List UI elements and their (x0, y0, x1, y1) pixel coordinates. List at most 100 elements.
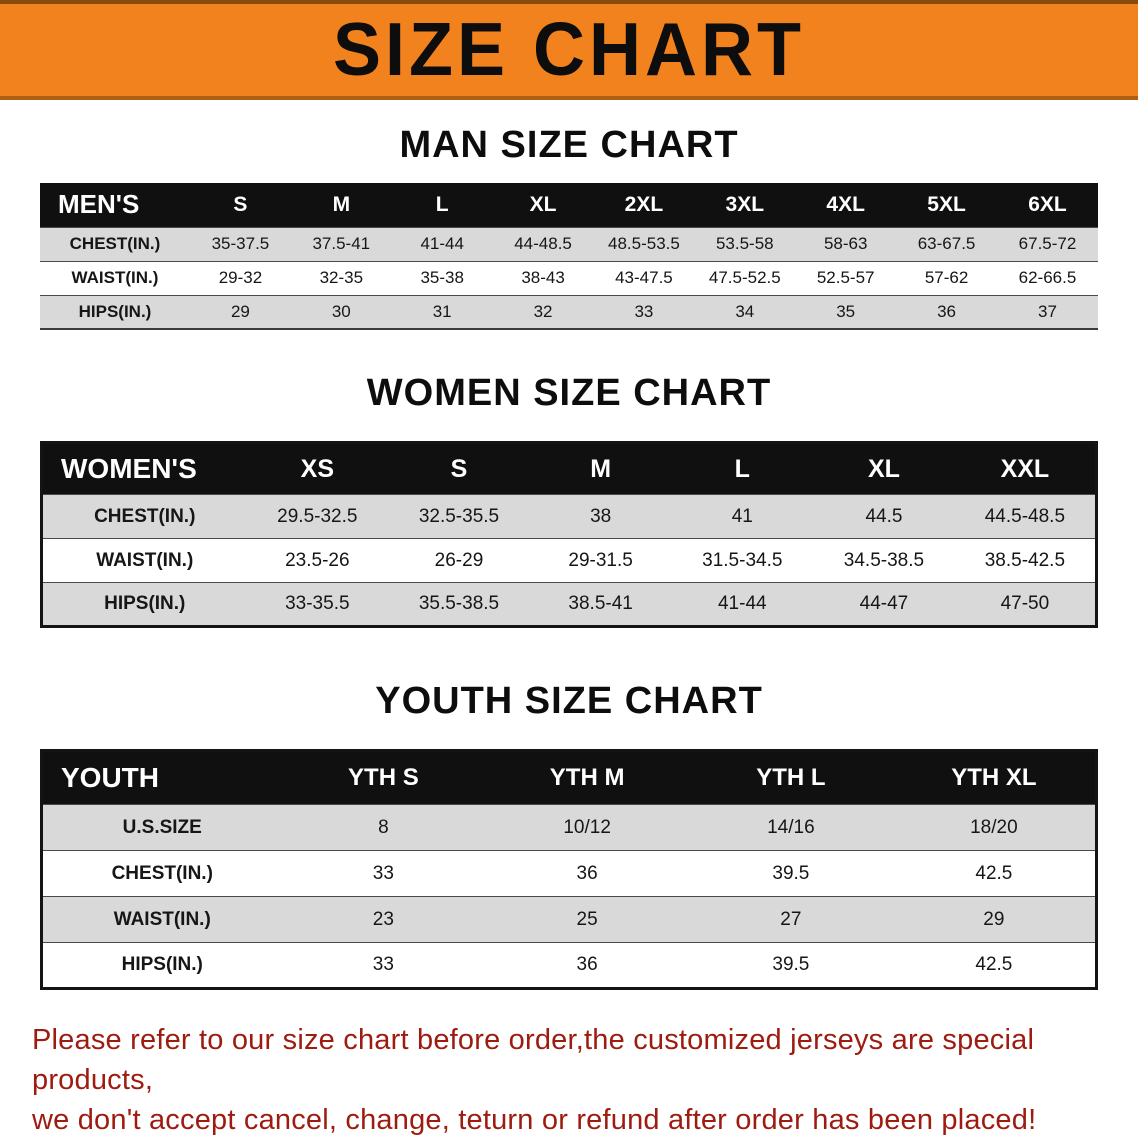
youth-row-label: U.S.SIZE (122, 816, 202, 838)
youth-size-value: 18/20 (970, 816, 1018, 838)
banner: SIZE CHART (0, 0, 1138, 100)
men-size-value: 37.5-41 (312, 234, 371, 253)
women-column-header: XXL (954, 442, 1097, 495)
youth-section-heading: YOUTH SIZE CHART (375, 680, 763, 722)
women-size-value: 31.5-34.5 (702, 549, 783, 571)
youth-size-value: 33 (372, 954, 394, 975)
youth-row-label: HIPS(IN.) (121, 954, 203, 975)
youth-table-row: CHEST(IN.) 33 36 39.5 42.5 (41, 850, 1097, 897)
women-size-value: 26-29 (434, 549, 484, 571)
men-corner-label: MEN'S (40, 183, 190, 227)
women-column-header: XS (246, 442, 389, 495)
women-table-row: WAIST(IN.) 23.5-26 26-29 29-31.5 31.5-34.5 34… (41, 538, 1097, 583)
men-size-value: 57-62 (924, 268, 969, 287)
men-size-value: 37 (1038, 301, 1057, 321)
men-size-value: 44-48.5 (514, 234, 572, 253)
women-size-value: 44.5-48.5 (984, 505, 1066, 527)
youth-size-value: 27 (780, 908, 802, 930)
youth-column-header: YTH S (281, 750, 486, 805)
women-size-value: 33-35.5 (285, 593, 350, 614)
men-column-header: M (290, 183, 392, 227)
men-size-value: 41-44 (420, 234, 464, 253)
men-column-header: S (190, 183, 291, 227)
youth-size-value: 29 (983, 908, 1005, 930)
youth-size-value: 39.5 (772, 954, 810, 975)
women-size-value: 38.5-41 (568, 593, 633, 614)
men-size-value: 53.5-58 (715, 234, 774, 253)
men-size-value: 30 (331, 301, 351, 321)
women-header-row: WOMEN'S XS S M L XL XXL (41, 442, 1097, 495)
youth-size-value: 23 (372, 908, 394, 930)
women-size-value: 41-44 (717, 593, 767, 614)
men-column-header: 2XL (593, 183, 695, 227)
men-size-value: 58-63 (823, 234, 868, 253)
men-size-value: 29 (230, 301, 250, 321)
youth-size-value: 42.5 (975, 862, 1013, 884)
youth-table-row: WAIST(IN.) 23 25 27 29 (41, 896, 1097, 943)
youth-row-label: CHEST(IN.) (111, 862, 213, 884)
page-title: SIZE CHART (333, 8, 805, 93)
youth-size-value: 10/12 (563, 816, 611, 838)
men-size-value: 38-43 (521, 268, 565, 287)
women-size-value: 47-50 (1000, 593, 1050, 614)
men-size-value: 52.5-57 (816, 268, 875, 287)
women-size-value: 29.5-32.5 (277, 505, 358, 527)
men-size-value: 63-67.5 (917, 234, 976, 253)
women-size-value: 29-31.5 (568, 549, 633, 571)
men-size-value: 47.5-52.5 (708, 268, 781, 287)
women-column-header: L (671, 442, 814, 495)
men-size-value: 32-35 (319, 268, 364, 287)
men-column-header: 3XL (694, 183, 796, 227)
women-size-value: 41 (731, 505, 753, 527)
women-section-heading: WOMEN SIZE CHART (366, 372, 772, 414)
women-column-header: S (388, 442, 530, 495)
men-size-value: 35 (836, 301, 856, 321)
men-row-label: HIPS(IN.) (78, 301, 152, 321)
youth-size-value: 25 (576, 908, 598, 930)
youth-column-header: YTH XL (892, 750, 1097, 805)
youth-size-table: YOUTH YTH S YTH M YTH L YTH XL U.S.SIZE 8 10/12… (40, 749, 1098, 990)
youth-size-value: 36 (576, 954, 598, 975)
youth-size-value: 33 (372, 862, 394, 884)
men-size-value: 32 (533, 301, 553, 321)
men-size-value: 31 (432, 301, 452, 321)
men-size-value: 62-66.5 (1018, 268, 1077, 287)
men-column-header: 6XL (997, 183, 1098, 227)
men-table-row: CHEST(IN.) 35-37.5 37.5-41 41-44 44-48.5 48.5… (40, 227, 1098, 261)
footer-disclaimer: Please refer to our size chart before or… (32, 1020, 1110, 1140)
youth-size-value: 36 (576, 862, 598, 884)
youth-size-value: 8 (378, 816, 389, 838)
men-size-value: 43-47.5 (615, 268, 673, 287)
men-size-value: 29-32 (218, 268, 263, 287)
footer-disclaimer-line: we don't accept cancel, change, teturn o… (32, 1104, 1037, 1137)
men-size-table: MEN'S S M L XL 2XL 3XL 4XL 5XL 6XL CHEST(IN.) 35-37… (40, 183, 1098, 330)
women-size-value: 44-47 (859, 593, 909, 614)
women-size-table: WOMEN'S XS S M L XL XXL CHEST(IN.) 29.5-32.5 32.5… (40, 441, 1098, 628)
youth-size-value: 42.5 (975, 954, 1013, 975)
women-size-value: 23.5-26 (285, 549, 350, 571)
women-size-value: 38.5-42.5 (984, 549, 1066, 571)
youth-table-row: HIPS(IN.) 33 36 39.5 42.5 (41, 942, 1097, 989)
men-size-value: 35-37.5 (211, 234, 270, 253)
women-table-row: HIPS(IN.) 33-35.5 35.5-38.5 38.5-41 41-44 44-… (41, 582, 1097, 627)
men-header-row: MEN'S S M L XL 2XL 3XL 4XL 5XL 6XL (40, 183, 1098, 227)
women-row-label: HIPS(IN.) (104, 593, 186, 614)
youth-column-header: YTH L (689, 750, 893, 805)
men-table-row: HIPS(IN.) 29 30 31 32 33 34 35 36 37 (40, 295, 1098, 329)
men-row-label: WAIST(IN.) (71, 268, 159, 287)
men-table-row: WAIST(IN.) 29-32 32-35 35-38 38-43 43-47.5 47.… (40, 261, 1098, 295)
women-size-value: 32.5-35.5 (418, 505, 500, 527)
men-size-value: 67.5-72 (1018, 234, 1077, 253)
footer-disclaimer-line: Please refer to our size chart before or… (32, 1024, 1035, 1097)
men-column-header: 5XL (896, 183, 997, 227)
youth-column-header: YTH M (485, 750, 689, 805)
women-size-value: 44.5 (865, 505, 903, 527)
men-column-header: 4XL (795, 183, 897, 227)
men-size-value: 33 (634, 301, 654, 321)
youth-corner-label: YOUTH (41, 750, 282, 805)
men-size-value: 34 (735, 301, 755, 321)
youth-row-label: WAIST(IN.) (113, 908, 211, 930)
men-size-value: 35-38 (420, 268, 464, 287)
men-column-header: XL (492, 183, 594, 227)
